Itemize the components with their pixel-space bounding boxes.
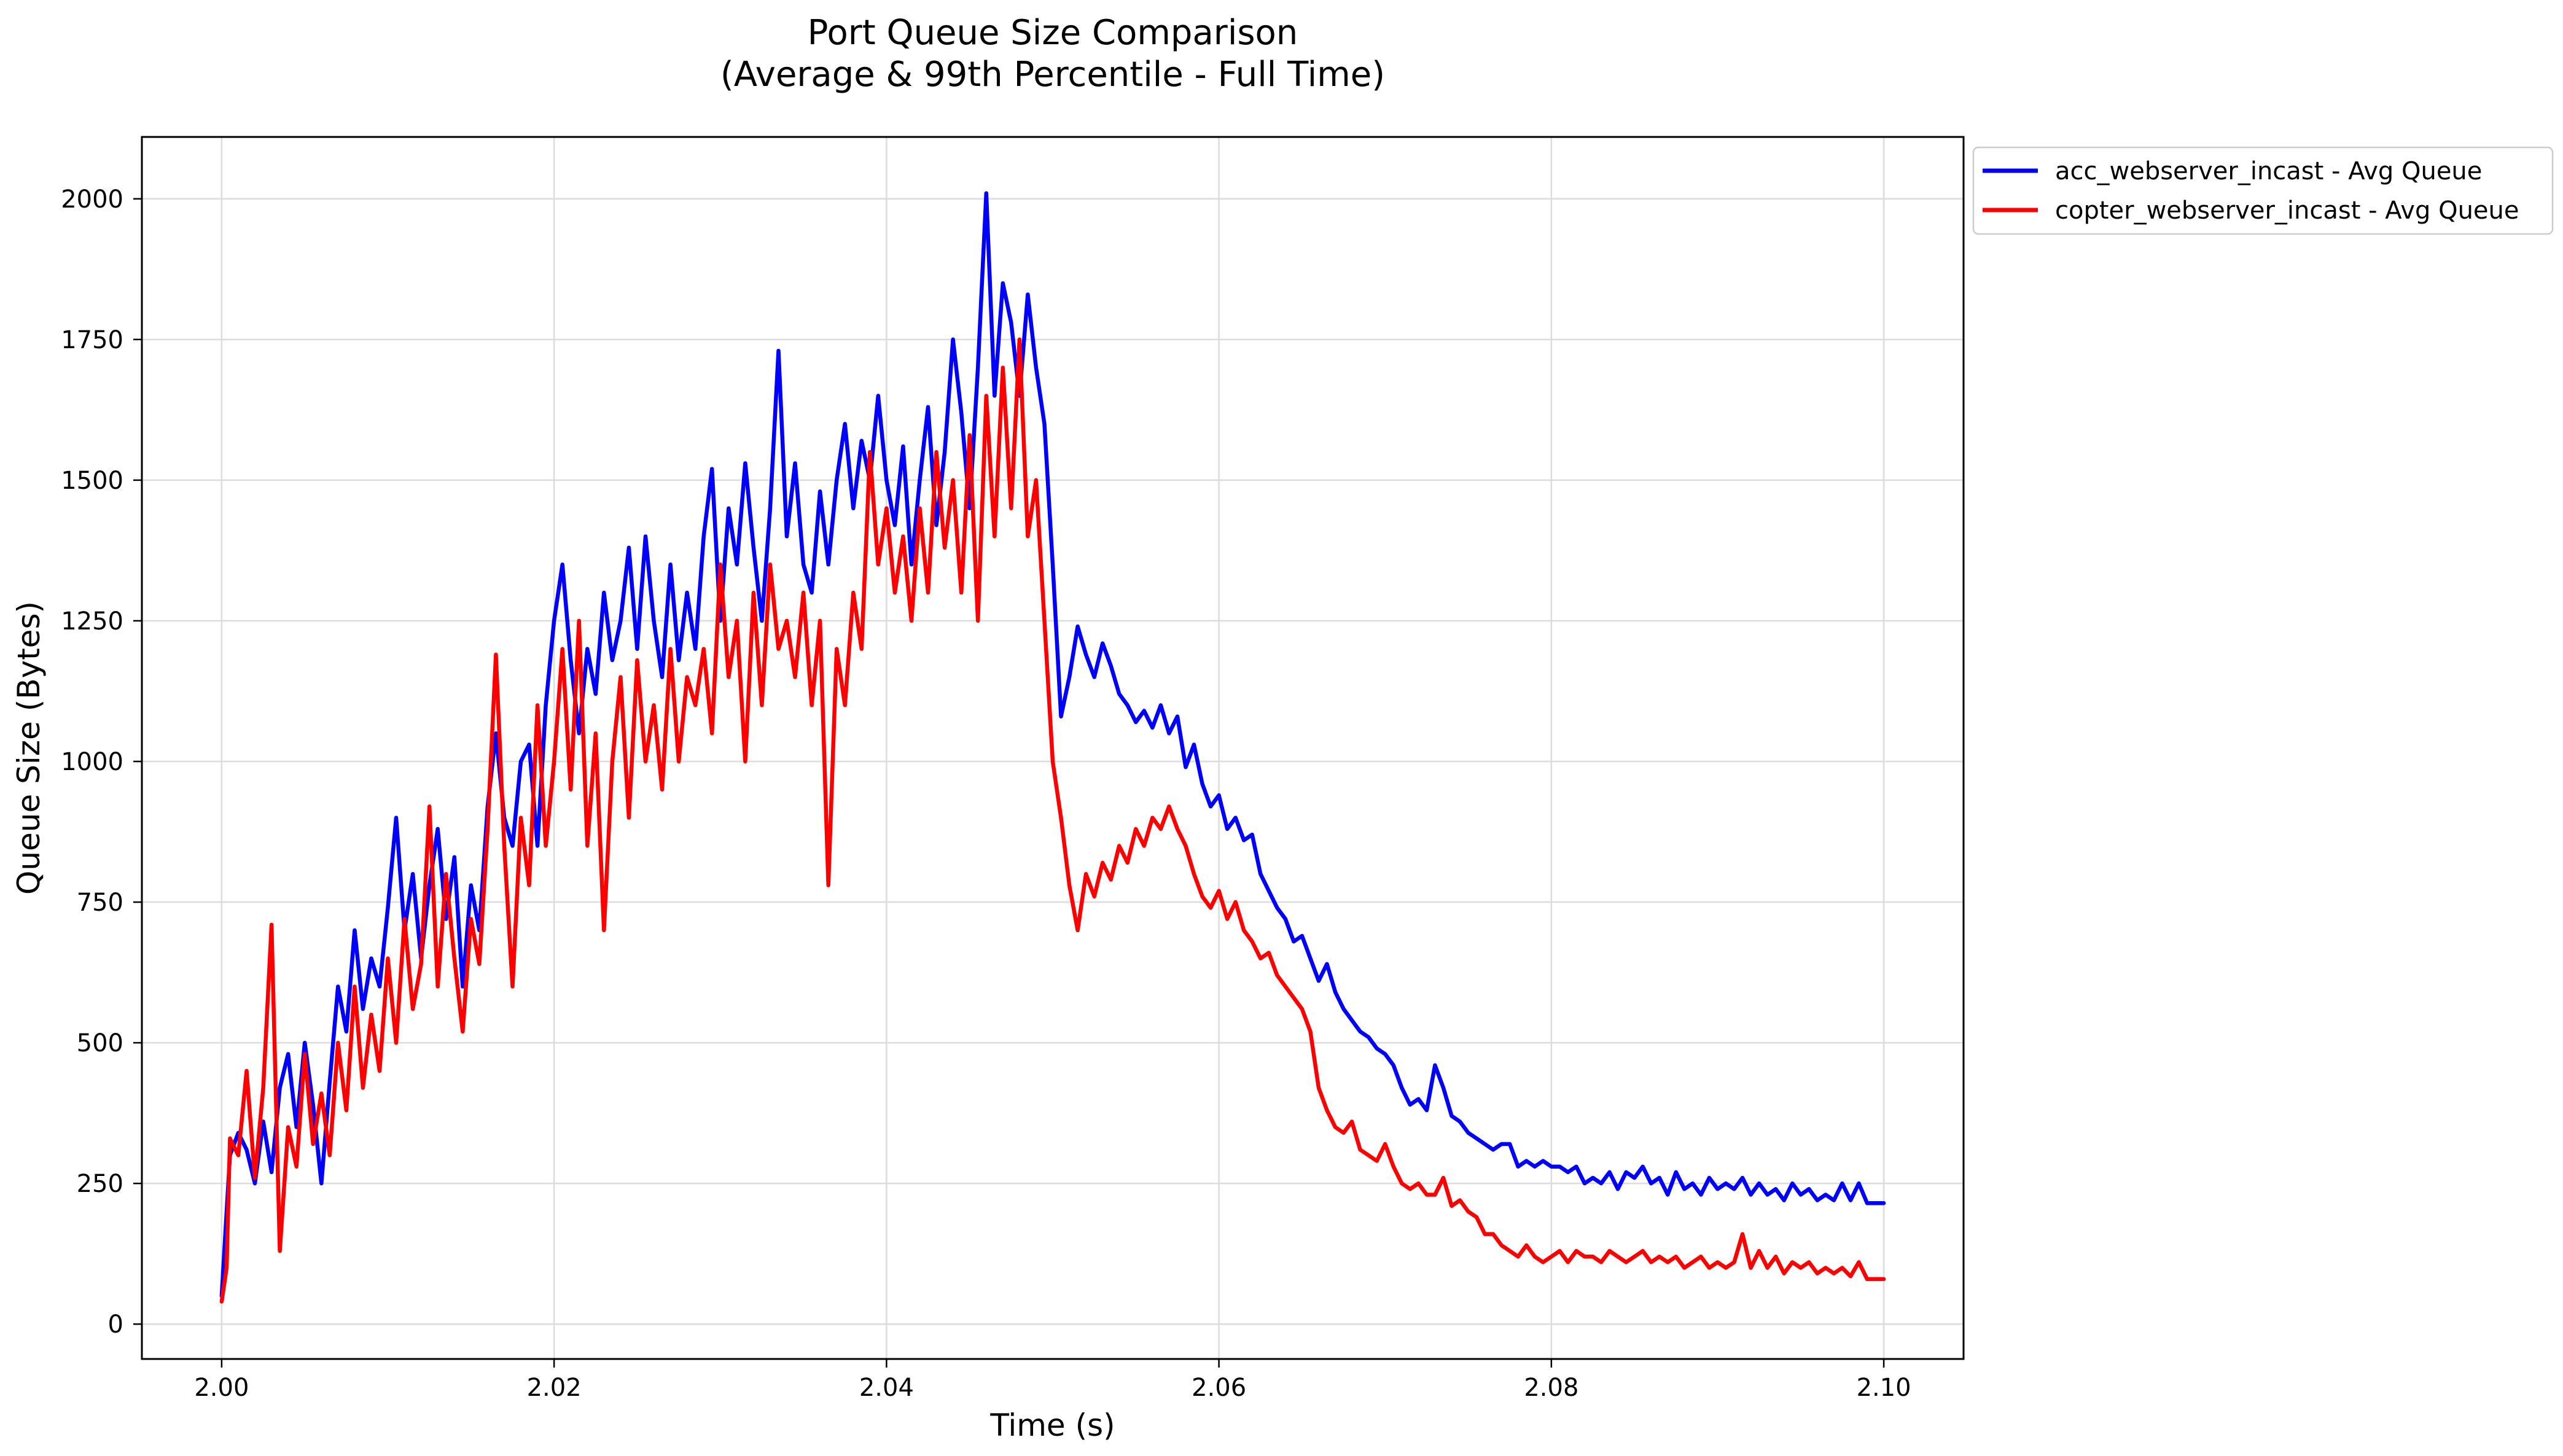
x-axis-label: Time (s) [989,1407,1115,1443]
plot-area-frame [141,136,1965,1360]
x-tick-label: 2.04 [859,1374,914,1402]
y-tick-label: 1000 [61,748,123,776]
x-tick-label: 2.08 [1524,1374,1578,1402]
x-tick-label: 2.02 [527,1374,582,1402]
y-axis-ticks: 0 250 500 750 1000 1250 1500 1750 2000 [61,185,142,1339]
series-lines [219,191,1886,1304]
chart-title-line-1: Port Queue Size Comparison [808,13,1298,53]
y-tick-label: 1500 [61,467,123,495]
x-tick-label: 2.06 [1192,1374,1246,1402]
y-tick-label: 1750 [61,326,123,354]
y-tick-label: 2000 [61,185,123,214]
legend-box [1972,146,2554,235]
y-axis-label: Queue Size (Bytes) [11,601,47,895]
chart-title-line-2: (Average & 99th Percentile - Full Time) [720,55,1385,95]
x-tick-label: 2.10 [1857,1374,1911,1402]
legend: acc_webserver_incast - Avg Queue copter_… [1972,146,2554,235]
y-tick-label: 750 [77,889,123,917]
y-tick-label: 1250 [61,607,123,636]
legend-label-acc: acc_webserver_incast - Avg Queue [2055,157,2482,185]
series-line-copter-webserver-incast [219,337,1886,1304]
x-tick-label: 2.00 [194,1374,249,1402]
legend-label-copter: copter_webserver_incast - Avg Queue [2055,197,2519,225]
y-tick-label: 250 [77,1170,123,1198]
x-axis-ticks: 2.00 2.02 2.04 2.06 2.08 2.10 [194,1359,1911,1402]
y-tick-label: 500 [77,1029,123,1057]
y-tick-label: 0 [108,1310,123,1339]
